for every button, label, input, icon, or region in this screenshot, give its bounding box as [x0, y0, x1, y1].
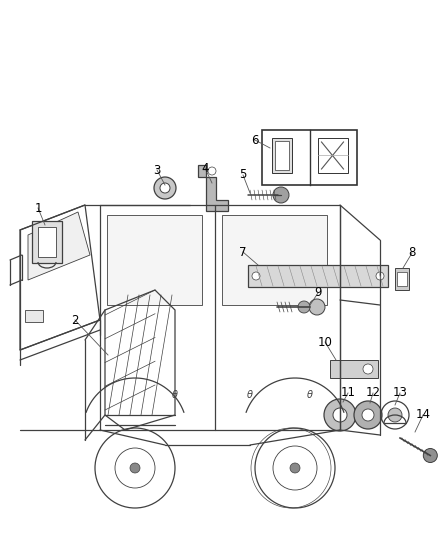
Circle shape [363, 364, 373, 374]
FancyBboxPatch shape [32, 221, 62, 263]
Bar [318, 138, 347, 173]
Bar [275, 141, 289, 170]
Bar [25, 310, 43, 322]
Circle shape [376, 272, 384, 280]
Bar [222, 215, 327, 305]
Text: 3: 3 [153, 164, 161, 176]
Text: 6: 6 [251, 133, 259, 147]
Text: 7: 7 [239, 246, 247, 259]
Text: 11: 11 [340, 386, 356, 400]
Bar [248, 265, 388, 287]
Text: θ: θ [307, 390, 313, 400]
Circle shape [252, 272, 260, 280]
Circle shape [130, 463, 140, 473]
Circle shape [333, 408, 347, 422]
Bar [262, 130, 357, 185]
Bar [107, 215, 202, 305]
Circle shape [298, 301, 310, 313]
Bar [38, 227, 56, 257]
Circle shape [388, 408, 402, 422]
Circle shape [290, 463, 300, 473]
Polygon shape [28, 212, 90, 280]
Text: 10: 10 [318, 335, 332, 349]
Circle shape [324, 399, 356, 431]
Polygon shape [198, 165, 228, 211]
Bar [397, 272, 407, 286]
Text: θ: θ [247, 390, 253, 400]
Text: 4: 4 [201, 161, 209, 174]
Text: 12: 12 [365, 386, 381, 400]
Circle shape [362, 409, 374, 421]
Text: 1: 1 [34, 201, 42, 214]
Text: θ: θ [172, 390, 178, 400]
Text: 13: 13 [392, 386, 407, 400]
Circle shape [208, 167, 216, 175]
Circle shape [354, 401, 382, 429]
Circle shape [309, 299, 325, 315]
Bar [330, 360, 378, 378]
Circle shape [160, 183, 170, 193]
Text: 5: 5 [239, 168, 247, 182]
Text: 8: 8 [408, 246, 416, 260]
Circle shape [154, 177, 176, 199]
Text: 2: 2 [71, 313, 79, 327]
Bar [395, 268, 409, 290]
Text: 9: 9 [314, 287, 322, 300]
Text: 14: 14 [416, 408, 431, 422]
Circle shape [273, 187, 289, 203]
Bar [272, 138, 292, 173]
Circle shape [423, 448, 437, 463]
